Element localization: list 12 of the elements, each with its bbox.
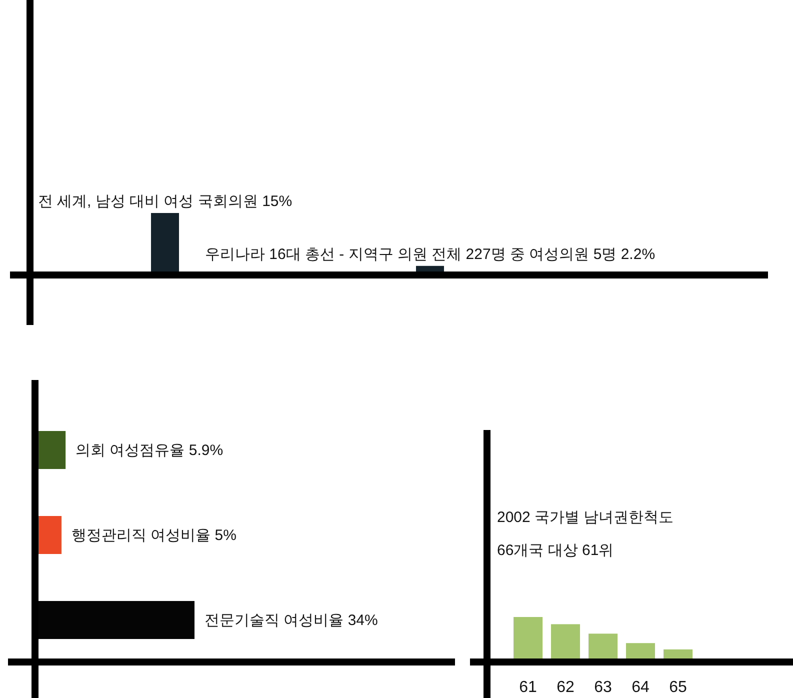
x-tick-label: 63	[594, 679, 612, 696]
x-tick-label: 61	[519, 679, 537, 696]
data-label: 행정관리직 여성비율 5%	[71, 527, 236, 544]
data-label: 의회 여성점유율 5.9%	[76, 442, 224, 459]
data-label: 우리나라 16대 총선 - 지역구 의원 전체 227명 중 여성의원 5명 2.2%	[204, 246, 656, 263]
chart-title: 2002 국가별 남녀권한척도	[497, 509, 674, 526]
data-label: 전문기술직 여성비율 34%	[204, 612, 378, 629]
chart-subtitle: 66개국 대상 61위	[497, 542, 614, 559]
x-tick-label: 64	[632, 679, 650, 696]
x-tick-label: 62	[556, 679, 574, 696]
x-tick-label: 65	[669, 679, 687, 696]
data-label: 전 세계, 남성 대비 여성 국회의원 15%	[38, 193, 292, 210]
